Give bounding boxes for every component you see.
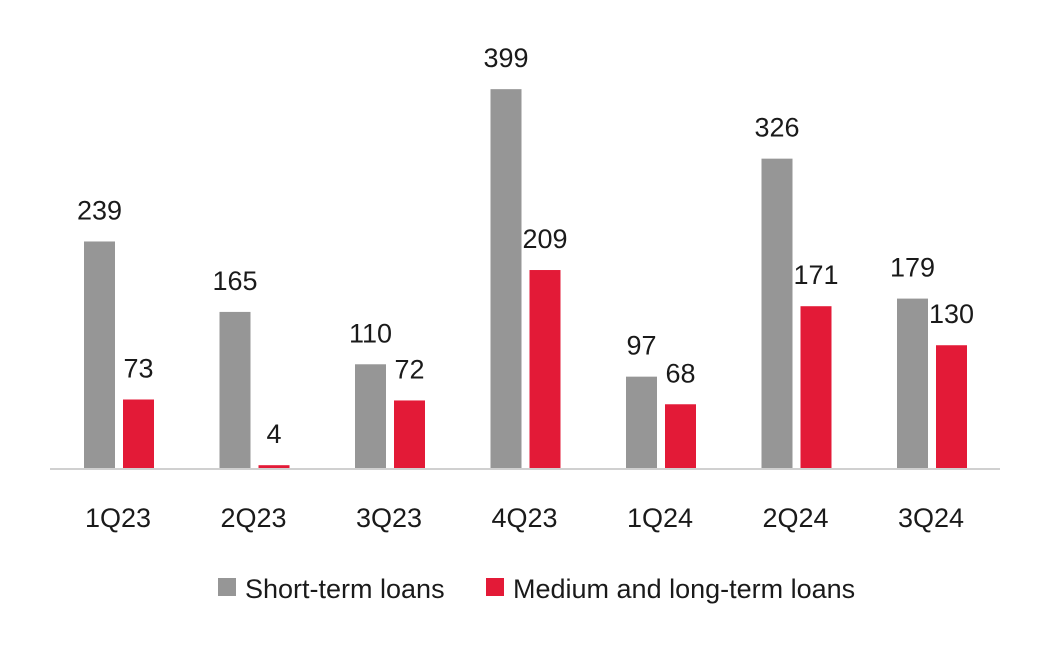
bar-short-term-2q24 [761,158,793,469]
category-label-2q23: 2Q23 [220,503,286,533]
value-label-medium-long-term-2q24: 171 [793,260,838,290]
bar-medium-long-term-1q23 [123,399,154,469]
value-label-short-term-1q24: 97 [626,331,656,361]
value-label-short-term-4q23: 399 [483,43,528,73]
category-label-2q24: 2Q24 [762,503,828,533]
value-label-short-term-3q23: 110 [349,318,392,348]
category-label-3q24: 3Q24 [898,503,964,533]
bar-short-term-3q23 [355,364,386,469]
category-label-1q23: 1Q23 [85,503,151,533]
category-label-1q24: 1Q24 [627,503,693,533]
bars-group [84,89,967,469]
bar-medium-long-term-1q24 [665,404,696,469]
value-label-short-term-2q23: 165 [212,266,257,296]
value-label-medium-long-term-4q23: 209 [522,224,567,254]
value-label-short-term-2q24: 326 [754,113,799,143]
value-label-short-term-1q23: 239 [77,195,122,225]
value-label-medium-long-term-3q24: 130 [929,299,974,329]
legend-swatch-short-term [218,578,236,596]
value-label-short-term-3q24: 179 [890,253,935,283]
legend-label-medium-long-term: Medium and long-term loans [513,574,855,604]
bar-medium-long-term-2q24 [800,306,832,469]
value-label-medium-long-term-3q23: 72 [394,354,424,384]
category-label-4q23: 4Q23 [491,503,557,533]
bar-medium-long-term-4q23 [529,270,561,469]
value-label-medium-long-term-2q23: 4 [266,419,281,449]
bar-short-term-3q24 [897,298,928,469]
bar-short-term-1q24 [626,376,657,469]
bar-short-term-4q23 [490,89,522,469]
legend-label-short-term: Short-term loans [245,574,445,604]
bar-medium-long-term-3q23 [394,400,425,469]
bar-medium-long-term-3q24 [936,345,967,469]
bar-medium-long-term-2q23 [258,465,290,469]
legend-swatch-medium-long-term [486,578,504,596]
value-label-medium-long-term-1q23: 73 [123,354,153,384]
bar-short-term-1q23 [84,241,115,469]
value-label-medium-long-term-1q24: 68 [665,358,695,388]
legend: Short-term loans Medium and long-term loa… [218,574,855,604]
bar-short-term-2q23 [219,311,251,469]
category-label-3q23: 3Q23 [356,503,422,533]
